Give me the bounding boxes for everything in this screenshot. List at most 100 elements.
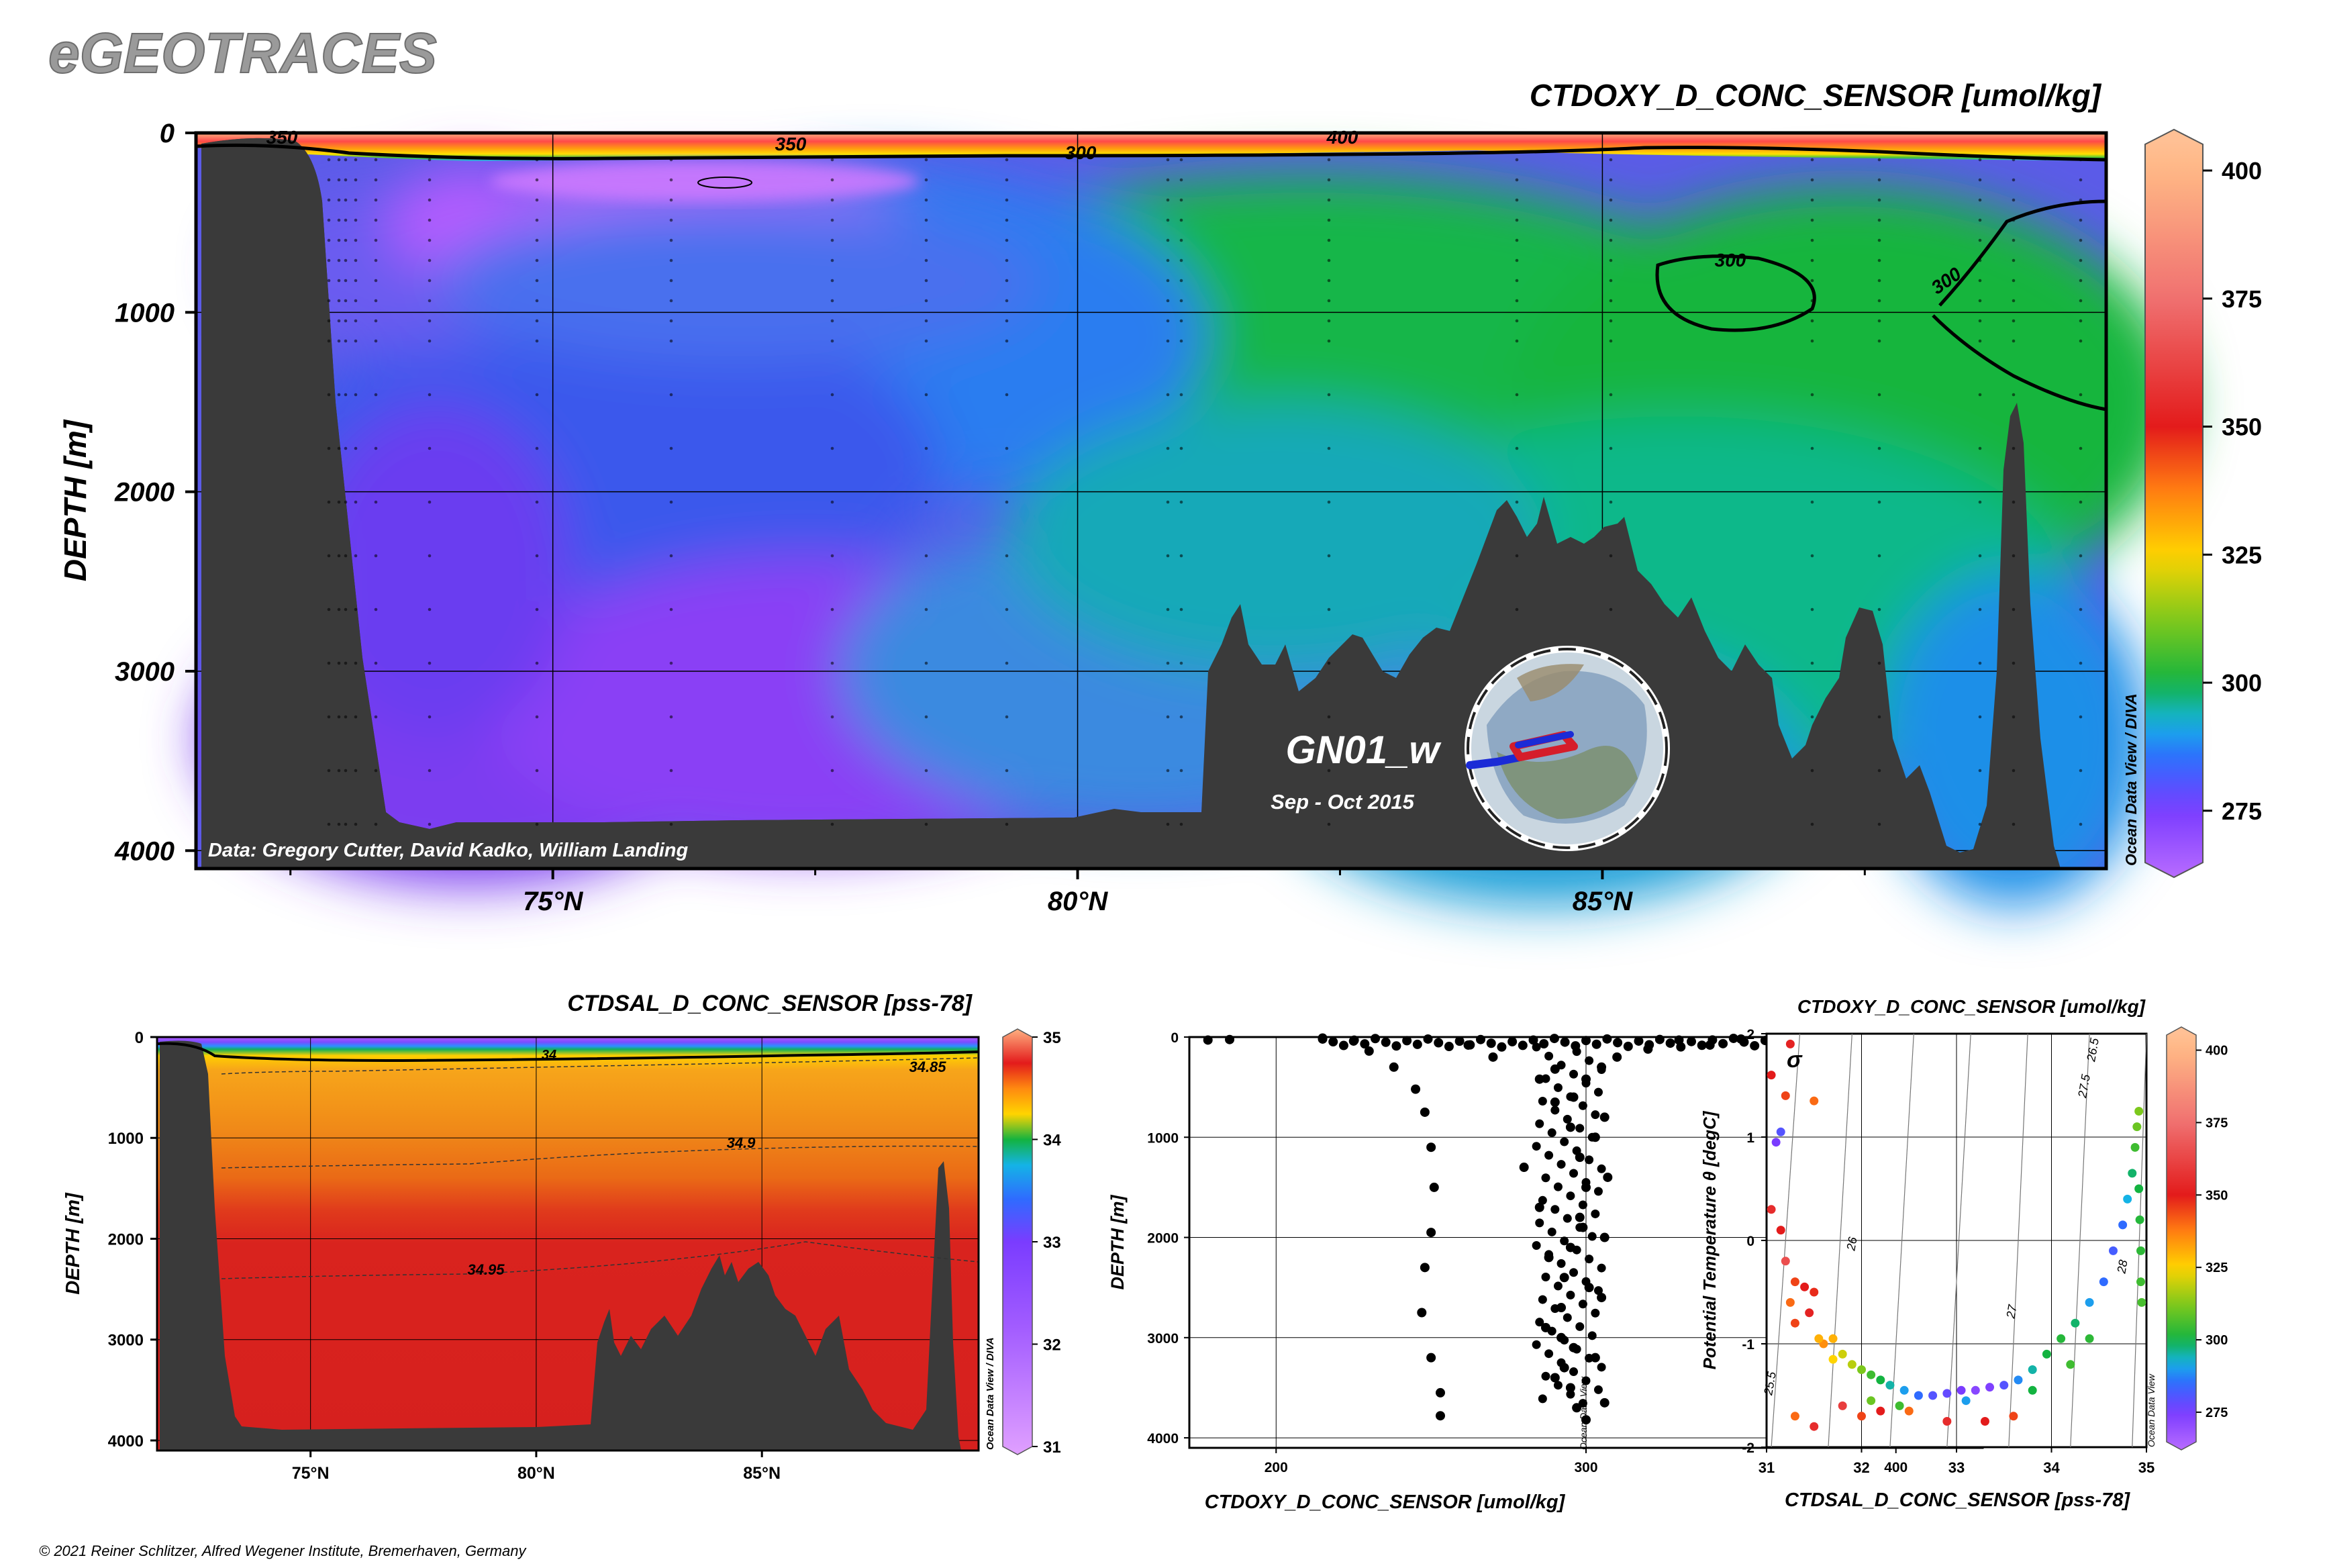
oxygen-profile-point <box>1225 1034 1235 1044</box>
ts-colorbar-tick: 300 <box>2206 1333 2228 1348</box>
ts-point <box>1776 1127 1785 1136</box>
ts-point <box>1790 1277 1799 1287</box>
oxygen-profile-point <box>1497 1042 1507 1052</box>
salinity-section-ylabel: DEPTH [m] <box>62 1192 84 1295</box>
oxygen-profile-point <box>1565 1383 1575 1393</box>
oxygen-contour-label: 350 <box>775 134 807 154</box>
oxygen-profile-point <box>1750 1040 1760 1050</box>
cruise-name: GN01_w <box>1286 728 1442 772</box>
oxygen-profile-point <box>1435 1411 1445 1421</box>
oxygen-profile-point <box>1420 1263 1430 1273</box>
ts-point <box>1810 1422 1819 1431</box>
ts-colorbar-tick: 350 <box>2206 1188 2228 1203</box>
oxygen-profile-point <box>1507 1036 1518 1046</box>
oxygen-profiles-xtick: 200 <box>1265 1460 1288 1475</box>
oxygen-profile-point <box>1599 1232 1610 1242</box>
salinity-section-xtick: 75°N <box>292 1464 330 1483</box>
oxygen-profile-point <box>1556 1061 1566 1070</box>
salinity-section-ytick: 3000 <box>108 1332 144 1350</box>
oxygen-profile-point <box>1541 1272 1550 1281</box>
ts-diagram-ytick: -2 <box>1742 1440 1754 1456</box>
oxygen-profile-point <box>1575 1223 1585 1232</box>
oxygen-profile-point <box>1434 1038 1444 1048</box>
egeotraces-logo: eGEOTRACES <box>48 21 437 85</box>
oxygen-profile-point <box>1566 1290 1575 1300</box>
oxygen-profile-point <box>1707 1035 1718 1045</box>
ts-point <box>1785 1297 1795 1307</box>
ts-point <box>1814 1334 1824 1343</box>
oxygen-profiles-ytick: 2000 <box>1147 1231 1179 1246</box>
salinity-section-odv-tag: Ocean Data View / DIVA <box>985 1337 996 1450</box>
ts-diagram-xtick: 35 <box>2138 1459 2155 1476</box>
oxygen-colorbar-tick: 300 <box>2222 669 2262 697</box>
ts-point <box>1805 1308 1814 1318</box>
oxygen-profiles-xtick: 400 <box>1884 1460 1908 1475</box>
oxygen-profile-point <box>1559 1273 1569 1283</box>
cruise-track-map-inset <box>1465 646 1670 851</box>
oxygen-profile-point <box>1535 1318 1544 1327</box>
oxygen-profiles-ylabel: DEPTH [m] <box>1107 1194 1128 1289</box>
oxygen-section-title: CTDOXY_D_CONC_SENSOR [umol/kg] <box>1530 78 2102 113</box>
oxygen-profile-point <box>1532 1240 1541 1250</box>
oxygen-section-xtick: 85°N <box>1573 887 1633 916</box>
ts-point <box>1876 1375 1885 1385</box>
oxygen-profile-point <box>1518 1040 1528 1050</box>
oxygen-profile-point <box>1593 1087 1603 1097</box>
oxygen-profile-point <box>1566 1389 1575 1399</box>
ts-diagram-xtick: 33 <box>1948 1459 1965 1476</box>
ts-point <box>1800 1282 1810 1291</box>
oxygen-section-ytick: 3000 <box>115 657 175 687</box>
oxygen-profile-point <box>1544 1150 1554 1160</box>
oxygen-profile-point <box>1560 1137 1569 1146</box>
oxygen-profile-point <box>1519 1163 1529 1173</box>
ts-point <box>1885 1381 1895 1390</box>
oxygen-profiles-odv-tag: Ocean Data View <box>1578 1376 1589 1450</box>
oxygen-profile-point <box>1581 1036 1591 1046</box>
oxygen-profiles-xtick: 300 <box>1574 1460 1597 1475</box>
oxygen-profile-point <box>1585 1155 1594 1165</box>
oxygen-profile-point <box>1575 1322 1585 1331</box>
ts-point <box>1876 1406 1885 1416</box>
ts-point <box>1971 1385 1980 1395</box>
oxygen-profile-point <box>1371 1034 1381 1044</box>
oxygen-profile-point <box>1426 1142 1436 1153</box>
oxygen-profile-point <box>1338 1040 1348 1050</box>
oxygen-profile-point <box>1612 1052 1622 1062</box>
oxygen-profile-point <box>1426 1353 1436 1363</box>
oxygen-profile-point <box>1597 1164 1606 1173</box>
oxygen-profile-point <box>1581 1277 1591 1286</box>
oxygen-colorbar-tick: 400 <box>2222 157 2262 185</box>
oxygen-profile-point <box>1578 1399 1587 1408</box>
oxygen-section-ytick: 1000 <box>115 298 175 328</box>
oxygen-profile-point <box>1566 1092 1575 1101</box>
oxygen-profile-point <box>1535 1119 1544 1128</box>
ts-point <box>1828 1355 1838 1364</box>
oxygen-profile-point <box>1676 1042 1686 1052</box>
ts-point <box>2108 1246 2118 1255</box>
ts-point <box>1790 1318 1799 1328</box>
oxygen-contour-label: 400 <box>1326 127 1358 148</box>
oxygen-profile-point <box>1417 1308 1427 1318</box>
ts-point <box>1895 1401 1904 1410</box>
oxygen-profile-point <box>1465 1040 1475 1050</box>
oxygen-profile-point <box>1538 1295 1547 1304</box>
salinity-section-ytick: 4000 <box>108 1432 144 1451</box>
salinity-contour-label: 34.95 <box>467 1261 505 1278</box>
oxygen-colorbar-tick: 350 <box>2222 413 2262 441</box>
salinity-section-frame <box>156 1036 980 1452</box>
oxygen-contour-label: 300 <box>1715 250 1746 271</box>
ts-point <box>2066 1360 2075 1369</box>
ts-point <box>1857 1412 1866 1421</box>
oxygen-profiles-ytick: 0 <box>1171 1030 1179 1046</box>
ts-point <box>2028 1385 2037 1395</box>
oxygen-profile-point <box>1613 1038 1623 1048</box>
oxygen-profile-point <box>1560 1236 1569 1246</box>
isopycnal-label: 27 <box>2003 1303 2020 1320</box>
oxygen-profile-point <box>1572 1146 1581 1155</box>
oxygen-profile-point <box>1420 1107 1430 1117</box>
oxygen-profile-point <box>1318 1033 1328 1043</box>
oxygen-profile-point <box>1547 1227 1556 1236</box>
oxygen-section-ytick: 4000 <box>114 836 175 866</box>
oxygen-section-frame <box>194 131 2108 871</box>
oxygen-profile-point <box>1476 1034 1486 1044</box>
